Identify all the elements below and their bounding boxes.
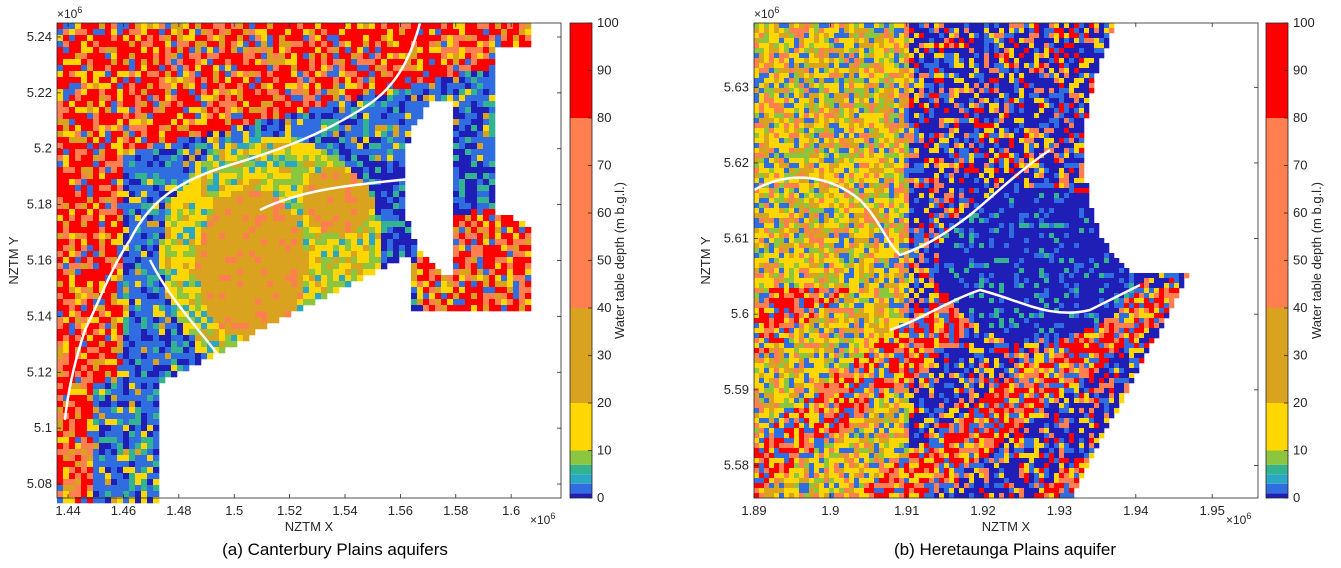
b-colorbar-tick-label-4: 40 <box>1293 300 1307 315</box>
b-x-tick-label-1: 1.9 <box>821 503 839 518</box>
a-x-tick-label-5: 1.54 <box>332 503 357 518</box>
b-colorbar-tick-label-8: 80 <box>1293 110 1307 125</box>
b-colorbar-tick-label-0: 0 <box>1293 490 1300 505</box>
a-colorbar-tick-label-4: 40 <box>597 300 611 315</box>
a-colorbar-segment-1 <box>570 483 592 494</box>
a-y-axis-label: NZTM Y <box>6 236 21 284</box>
a-colorbar-tick-label-0: 0 <box>597 490 604 505</box>
caption-canterbury: (a) Canterbury Plains aquifers <box>222 540 448 559</box>
b-colorbar-tick-label-10: 100 <box>1293 15 1315 30</box>
a-aquifer-boundary-line-2 <box>148 259 252 441</box>
a-colorbar-segment-2 <box>570 474 592 484</box>
b-colorbar-segment-5 <box>1266 403 1288 451</box>
b-colorbar-segment-1 <box>1266 483 1288 494</box>
a-y-tick-label-1: 5.1 <box>34 420 52 435</box>
caption-heretaunga: (b) Heretaunga Plains aquifer <box>893 540 1117 559</box>
panel-canterbury: 1.44 1.46 1.48 1.5 1.52 1.54 1.56 1.58 1.6 5.08 5.… <box>0 0 670 568</box>
b-colorbar-label: Water table depth (m b.g.l.) <box>1309 182 1324 339</box>
a-x-tick-label-6: 1.56 <box>388 503 413 518</box>
a-colorbar-segment-6 <box>570 308 592 403</box>
a-x-tick-label-2: 1.48 <box>166 503 191 518</box>
a-colorbar-segment-3 <box>570 464 592 475</box>
a-y-tick-label-2: 5.12 <box>27 364 52 379</box>
a-x-multiplier: ×106 <box>530 511 555 527</box>
b-colorbar-segment-8 <box>1266 23 1288 118</box>
a-x-tick-label-1: 1.46 <box>111 503 136 518</box>
a-y-tick-label-5: 5.18 <box>27 197 52 212</box>
a-x-tick-label-3: 1.5 <box>225 503 243 518</box>
b-colorbar-segment-6 <box>1266 308 1288 403</box>
b-colorbar-segment-0 <box>1266 493 1288 498</box>
a-colorbar-tick-label-9: 90 <box>597 63 611 78</box>
b-x-tick-label-2: 1.91 <box>894 503 919 518</box>
b-x-tick-label-0: 1.89 <box>741 503 766 518</box>
a-y-tick-label-0: 5.08 <box>27 476 52 491</box>
a-y-multiplier: ×106 <box>57 5 82 21</box>
a-colorbar-tick-label-5: 50 <box>597 253 611 268</box>
a-x-tick-label-7: 1.58 <box>443 503 468 518</box>
b-colorbar-segment-4 <box>1266 450 1288 465</box>
b-aquifer-boundary-line <box>753 148 1051 257</box>
a-colorbar-tick-label-6: 60 <box>597 205 611 220</box>
b-colorbar-tick-label-5: 50 <box>1293 253 1307 268</box>
chart-heretaunga: 1.89 1.9 1.91 1.92 1.93 1.94 1.95 5.58 5.59 5.6 5.… <box>698 5 1324 534</box>
b-colorbar-tick-label-9: 90 <box>1293 63 1307 78</box>
b-colorbar-segment-7 <box>1266 118 1288 308</box>
a-aquifer-boundary-line-3 <box>259 170 451 212</box>
b-y-tick-label-2: 5.6 <box>731 306 749 321</box>
b-colorbar-segment-2 <box>1266 474 1288 484</box>
a-colorbar-tick-label-3: 30 <box>597 348 611 363</box>
chart-canterbury: 1.44 1.46 1.48 1.5 1.52 1.54 1.56 1.58 1.6 5.08 5.… <box>6 5 627 534</box>
b-y-multiplier: ×106 <box>754 5 779 21</box>
a-colorbar-tick-label-7: 70 <box>597 158 611 173</box>
b-x-multiplier: ×106 <box>1226 511 1251 527</box>
a-y-tick-label-4: 5.16 <box>27 253 52 268</box>
b-y-tick-label-5: 5.63 <box>724 79 749 94</box>
a-colorbar-tick-label-10: 100 <box>597 15 619 30</box>
a-x-tick-label-8: 1.6 <box>502 503 520 518</box>
b-x-axis-label: NZTM X <box>982 519 1031 534</box>
b-raster <box>754 23 1190 499</box>
b-axes-frame <box>753 22 1259 499</box>
a-y-tick-label-6: 5.2 <box>34 141 52 156</box>
a-y-tick-label-3: 5.14 <box>27 308 52 323</box>
b-colorbar-tick-label-2: 20 <box>1293 395 1307 410</box>
a-x-tick-label-0: 1.44 <box>55 503 80 518</box>
a-colorbar-segment-4 <box>570 450 592 465</box>
b-y-tick-label-4: 5.62 <box>724 155 749 170</box>
a-colorbar-segment-7 <box>570 118 592 308</box>
panel-heretaunga: 1.89 1.9 1.91 1.92 1.93 1.94 1.95 5.58 5.59 5.6 5.… <box>670 0 1341 568</box>
b-colorbar-tick-label-6: 60 <box>1293 205 1307 220</box>
b-x-tick-label-3: 1.92 <box>970 503 995 518</box>
a-colorbar-tick-label-8: 80 <box>597 110 611 125</box>
b-colorbar-tick-label-1: 10 <box>1293 443 1307 458</box>
b-x-tick-label-4: 1.93 <box>1047 503 1072 518</box>
a-raster <box>57 23 532 504</box>
b-colorbar-segment-3 <box>1266 464 1288 475</box>
a-x-tick-label-4: 1.52 <box>277 503 302 518</box>
a-colorbar-label: Water table depth (m b.g.l.) <box>612 182 627 339</box>
b-x-tick-label-5: 1.94 <box>1123 503 1148 518</box>
b-y-tick-label-1: 5.59 <box>724 382 749 397</box>
b-x-tick-label-6: 1.95 <box>1200 503 1225 518</box>
a-y-tick-label-8: 5.24 <box>27 29 52 44</box>
b-colorbar-tick-label-7: 70 <box>1293 158 1307 173</box>
b-y-tick-label-3: 5.61 <box>724 231 749 246</box>
a-colorbar-segment-0 <box>570 493 592 498</box>
b-aquifer-boundary-line-2 <box>889 283 1141 332</box>
a-colorbar-tick-label-1: 10 <box>597 443 611 458</box>
b-y-axis-label: NZTM Y <box>698 236 713 284</box>
a-colorbar-tick-label-2: 20 <box>597 395 611 410</box>
b-y-tick-label-0: 5.58 <box>724 457 749 472</box>
a-colorbar-segment-8 <box>570 23 592 118</box>
a-y-tick-label-7: 5.22 <box>27 85 52 100</box>
a-aquifer-boundary-line <box>63 22 422 421</box>
a-x-axis-label: NZTM X <box>285 519 334 534</box>
b-colorbar-tick-label-3: 30 <box>1293 348 1307 363</box>
a-colorbar-segment-5 <box>570 403 592 451</box>
